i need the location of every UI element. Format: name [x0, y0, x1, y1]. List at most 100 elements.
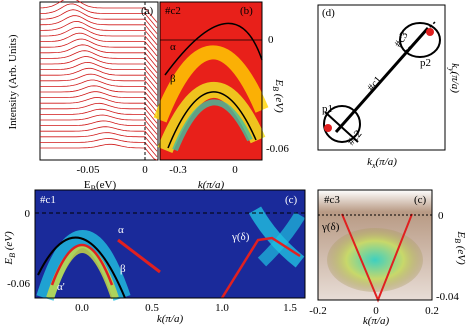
y-label-rest: (π/a) — [449, 72, 461, 94]
panel-label: (b) — [240, 5, 253, 17]
y-tick-label: -0.06 — [7, 278, 30, 290]
gamma-fit — [220, 236, 301, 299]
y-label-main: k — [449, 63, 461, 69]
x-tick-label: 0 — [142, 164, 148, 176]
x-label: k(π/a) — [198, 179, 225, 191]
x-tick-label: -0.05 — [77, 164, 100, 176]
x-label-main: E — [84, 179, 91, 191]
x-tick-label: 0.0 — [75, 302, 89, 314]
spectrum — [40, 132, 158, 152]
band-label: α' — [57, 281, 65, 293]
panel-label: (d) — [322, 7, 335, 19]
spectrum — [40, 26, 158, 51]
band-label: β — [170, 73, 176, 85]
x-tick-label: -0.3 — [169, 164, 187, 176]
y-label-sub: B — [271, 86, 280, 91]
spectrum — [40, 50, 158, 74]
point-label: p2 — [420, 57, 431, 69]
spectrum — [40, 79, 158, 102]
band-intensity — [327, 228, 423, 292]
x-label-sub: B — [91, 184, 96, 193]
spectrum — [40, 114, 158, 135]
x-label: EB(eV) — [84, 179, 117, 193]
band-intensity — [153, 45, 269, 123]
alpha-fit — [117, 238, 161, 274]
spectrum — [40, 137, 158, 158]
band-intensity — [257, 211, 306, 267]
x-label-main: k — [367, 156, 373, 168]
beta-fit — [167, 91, 257, 149]
band-intensity — [157, 82, 266, 154]
frame — [34, 189, 306, 299]
band-label: γ(δ) — [231, 231, 250, 243]
y-label: EB (eV) — [271, 78, 285, 113]
panel-label: (a) — [141, 5, 154, 17]
y-tick-label: 0 — [438, 210, 444, 222]
y-label-rest: (eV) — [3, 231, 15, 253]
spectrum — [40, 97, 158, 118]
y-label: EB (eV) — [3, 231, 17, 266]
spectrum — [40, 38, 158, 62]
y-label-sub: B — [453, 238, 462, 243]
frame — [317, 189, 433, 301]
alpha-fit — [164, 22, 263, 76]
spectrum — [40, 108, 158, 130]
x-label-rest: (π/a) — [376, 156, 398, 168]
panel-label: (c) — [285, 194, 298, 206]
band-intensity — [172, 99, 253, 152]
band-intensity — [248, 206, 305, 268]
band-label: β — [120, 263, 126, 275]
spectrum — [40, 73, 158, 96]
y-label-sub: B — [8, 253, 17, 258]
x-tick-label: 0.2 — [425, 305, 439, 317]
spectrum — [40, 44, 158, 68]
spectrum — [40, 120, 158, 141]
x-label: k(π/a) — [363, 315, 390, 326]
x-tick-label: 1.0 — [215, 302, 229, 314]
panel-d: (d) #c3 #c1 #c2 p1 p2 kx(π/a) ky(π/a) — [317, 4, 461, 170]
y-label: EB (eV) — [453, 230, 467, 265]
cut-label: #c1 — [40, 194, 56, 206]
spectrum — [40, 91, 158, 113]
x-tick-label: 0 — [373, 305, 379, 317]
spectrum — [40, 56, 158, 79]
x-label: kx(π/a) — [367, 156, 397, 170]
spectrum — [39, 3, 158, 29]
x-label-rest: (eV) — [96, 179, 116, 191]
panel-c1: #c1 (c) α β α' γ(δ) 0 -0.06 0.0 0.5 1.0 … — [3, 189, 306, 325]
spectrum — [39, 0, 158, 23]
band-label: γ(δ) — [321, 221, 340, 233]
spectrum — [40, 32, 158, 57]
x-tick-label: 0 — [232, 164, 238, 176]
x-tick-label: -0.2 — [309, 305, 326, 317]
cut-label: #c3 — [324, 194, 340, 206]
cut-label: #c2 — [165, 5, 181, 17]
panel-b: #c2 (b) α β -0.3 0 k(π/a) 0 -0.06 EB (eV… — [153, 1, 289, 191]
point-p2 — [426, 28, 434, 36]
y-tick-label: -0.06 — [266, 143, 289, 155]
panel-label: (c) — [414, 194, 427, 206]
beta-fit — [37, 236, 126, 299]
spectrum — [40, 102, 158, 124]
y-tick-label: -0.04 — [436, 291, 459, 303]
spectra — [39, 0, 158, 161]
cut-c3 — [404, 21, 436, 53]
spectrum — [40, 20, 158, 46]
y-label-rest: (eV) — [455, 243, 467, 265]
y-tick-label: 0 — [268, 34, 274, 46]
y-label: Intensity (Arb. Units) — [7, 34, 19, 129]
y-tick-label: 0 — [25, 208, 31, 220]
y-label-sub: y — [447, 67, 456, 72]
band-intensity — [46, 245, 119, 300]
point-label: p1 — [322, 103, 333, 115]
spectrum — [40, 143, 158, 161]
spectrum — [39, 15, 158, 40]
band-label: α — [170, 41, 176, 53]
spectrum — [40, 85, 158, 107]
alpha-prime-fit — [50, 243, 114, 286]
y-label-main: E — [273, 78, 285, 86]
x-tick-label: 1.5 — [283, 302, 297, 314]
frame — [317, 4, 446, 151]
spectrum — [39, 9, 158, 34]
